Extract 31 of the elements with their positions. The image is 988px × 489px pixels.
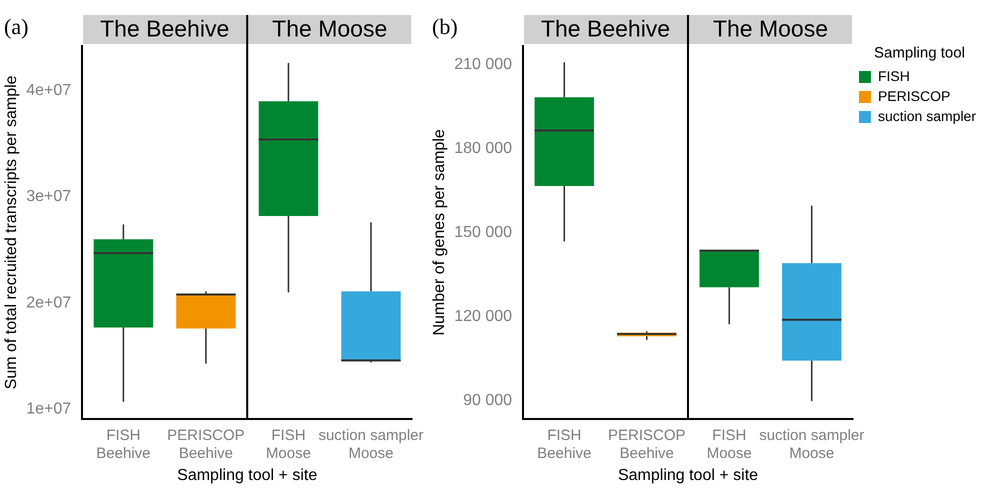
y-axis-title: Sum of total recruited transcripts per sample — [3, 75, 20, 390]
text: The Beehive — [540, 15, 670, 42]
y-tick-label: 90 000 — [463, 392, 512, 410]
legend-label: FISH — [878, 68, 910, 84]
legend-label: PERISCOP — [878, 88, 950, 104]
y-tick-label: 3e+07 — [26, 188, 72, 206]
y-tick-label: 2e+07 — [26, 294, 72, 312]
y-tick-label: 4e+07 — [26, 82, 72, 100]
legend-title: Sampling tool — [874, 44, 965, 62]
y-tick-label: 180 000 — [454, 140, 512, 158]
x-tick-label: suction sampler Moose — [759, 426, 864, 462]
legend-label: suction sampler — [878, 108, 976, 124]
y-tick-label: 120 000 — [454, 308, 512, 326]
text: The Beehive — [100, 15, 230, 42]
x-axis-title: Sampling tool + site — [177, 466, 318, 484]
text: The Moose — [712, 15, 828, 42]
x-tick-label: PERISCOP Beehive — [167, 426, 245, 462]
x-tick-label: FISH Beehive — [96, 426, 151, 462]
x-tick-label: PERISCOP Beehive — [608, 426, 686, 462]
x-tick-label: FISH Moose — [706, 426, 752, 462]
x-tick-label: FISH Moose — [266, 426, 311, 462]
y-axis-title: Number of genes per sample — [431, 129, 448, 336]
text: (b) — [432, 14, 458, 39]
text: (a) — [4, 14, 28, 39]
y-tick-label: 150 000 — [454, 224, 512, 242]
y-tick-label: 210 000 — [454, 56, 512, 74]
x-tick-label: FISH Beehive — [537, 426, 592, 462]
x-axis-title: Sampling tool + site — [618, 466, 758, 484]
y-tick-label: 1e+07 — [26, 400, 72, 418]
x-tick-label: suction sampler Moose — [318, 426, 424, 462]
text: The Moose — [272, 15, 388, 42]
